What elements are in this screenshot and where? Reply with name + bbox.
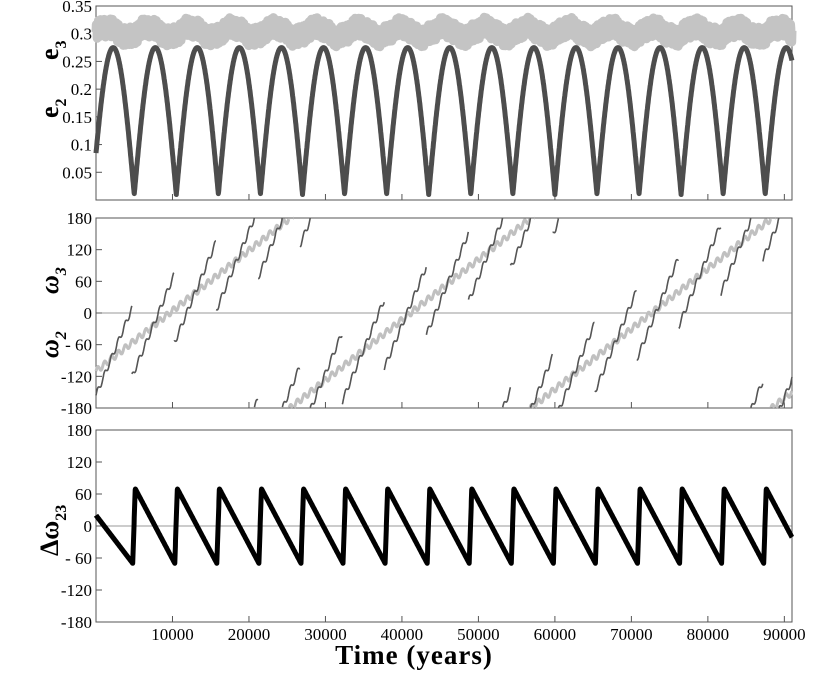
series-omega3 [533,218,773,409]
series-omega3 [769,403,777,409]
series-omega2 [253,398,259,408]
x-tick-label: 80000 [687,625,730,644]
series-omega2 [501,387,512,408]
y-tick-label: 180 [67,209,93,228]
y-tick-label: 0.1 [71,136,92,155]
x-tick-label: 90000 [763,625,806,644]
y-tick-label: 0 [84,517,93,536]
y-tick-label: - 60 [65,336,92,355]
series-omega2 [720,218,752,296]
pericenter-panel: -180 -120 - 60 0 60 120 180 [61,209,794,418]
series-omega2 [509,218,532,266]
series-omega2 [557,321,596,409]
y-tick-label: 60 [75,485,92,504]
y-tick-label: 180 [67,421,93,440]
series-omega2 [257,217,283,280]
axis-labels: e3 e2 ω3 ω2 Δω23 Time (years) [35,40,493,670]
y-tick-label: -180 [61,399,92,418]
xlabel-time: Time (years) [335,640,493,670]
series-omega2 [594,290,638,393]
y-tick-label: -180 [61,613,92,632]
ylabel-omega2: ω2 [35,331,70,358]
y-tick-label: -120 [61,367,92,386]
plot-frame [95,5,793,201]
series-omega2 [778,376,793,408]
y-tick-label: 60 [75,272,92,291]
series-omega3 [94,218,291,372]
y-tick-label: 0.25 [62,52,92,71]
x-tick-label: 50000 [457,625,500,644]
series-omega3 [292,218,532,409]
y-tick-label: - 60 [65,549,92,568]
series-e3 [91,12,797,52]
x-tick-label: 10000 [151,625,194,644]
series-e2 [93,45,795,197]
y-tick-label: 0 [84,304,93,323]
series-omega2 [173,240,217,343]
eccentricity-panel: 0.05 0.1 0.15 0.2 0.25 0.3 0.35 [62,0,797,201]
series-omega2 [299,218,311,248]
y-tick-label: 120 [67,241,93,260]
y-tick-label: -120 [61,581,92,600]
series-omega2 [467,218,504,300]
series-omega2 [309,335,343,408]
series-omega2 [678,227,722,330]
series-omega2 [762,217,780,262]
y-tick-label: 0.15 [62,108,92,127]
series-delta-omega23 [93,486,795,566]
series-omega2 [215,217,256,311]
x-tick-label: 70000 [610,625,653,644]
series-omega2 [529,353,554,408]
series-omega2 [551,218,560,234]
ylabel-e3: e3 [35,40,70,60]
ylabel-e2: e2 [35,98,70,118]
series-omega2 [383,267,427,371]
y-tick-label: 0.2 [71,80,92,99]
y-tick-label: 0.05 [62,163,92,182]
x-tick-label: 60000 [534,625,577,644]
series-omega2 [281,367,301,408]
y-tick-label: 120 [67,453,93,472]
y-tick-label: 0.3 [71,25,92,44]
x-tick-label: 20000 [228,625,271,644]
ylabel-delta-omega23: Δω23 [35,505,70,556]
x-tick-label: 30000 [304,625,347,644]
y-tick-label: 0.35 [62,0,92,16]
series-omega2 [750,383,764,408]
series-omega2 [95,305,133,396]
series-omega3 [287,403,295,409]
x-tick-label: 40000 [381,625,424,644]
series-omega2 [425,231,470,335]
series-omega2 [636,258,680,361]
series-omega2 [341,302,385,405]
series-omega2 [131,272,175,375]
delta-omega-panel: -180 -120 - 60 0 60 120 180 10000 20000 30000 4000… [61,421,806,644]
ylabel-omega3: ω3 [35,267,70,294]
